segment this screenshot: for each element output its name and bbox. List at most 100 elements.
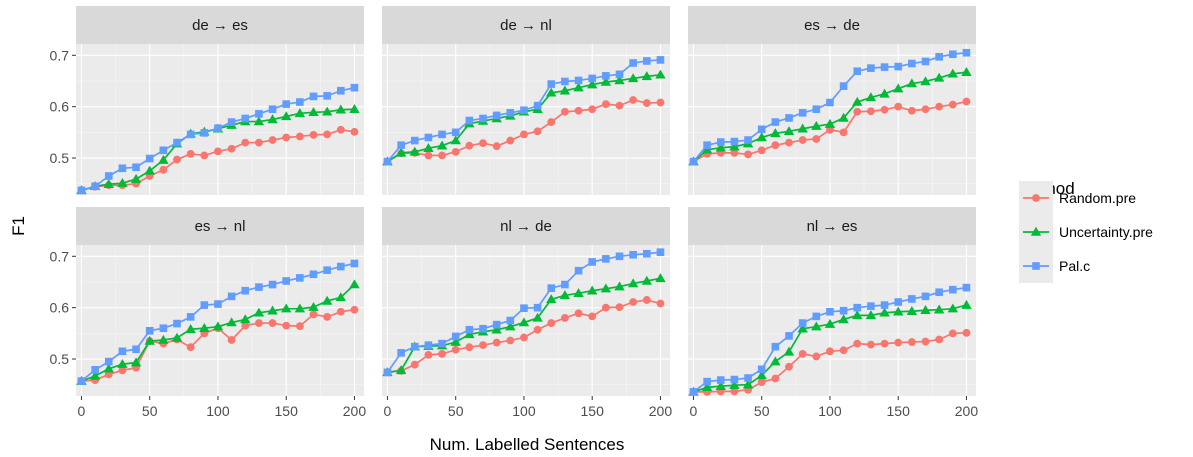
data-point bbox=[226, 317, 237, 327]
x-tick-label: 200 bbox=[649, 403, 673, 419]
data-point bbox=[573, 288, 584, 298]
data-point bbox=[839, 128, 848, 137]
data-point bbox=[214, 300, 222, 308]
data-point bbox=[908, 295, 916, 303]
data-point bbox=[729, 141, 740, 151]
data-point bbox=[948, 50, 957, 59]
data-point bbox=[783, 126, 795, 136]
data-point bbox=[756, 370, 767, 380]
data-point bbox=[730, 387, 739, 396]
data-point bbox=[518, 317, 530, 327]
data-point bbox=[614, 75, 625, 85]
data-point bbox=[547, 284, 556, 292]
data-point bbox=[573, 82, 584, 92]
data-point bbox=[241, 114, 250, 123]
plot-background bbox=[76, 44, 364, 195]
legend-marker bbox=[1030, 226, 1042, 236]
data-point bbox=[588, 74, 596, 83]
data-point bbox=[547, 80, 556, 88]
data-point bbox=[438, 349, 446, 358]
data-point bbox=[783, 346, 795, 356]
series bbox=[688, 299, 972, 396]
data-point bbox=[756, 132, 767, 142]
data-point bbox=[491, 324, 502, 334]
data-point bbox=[186, 150, 195, 158]
data-point bbox=[656, 98, 665, 107]
data-point bbox=[655, 69, 666, 79]
facet-panel: nl → es bbox=[688, 207, 976, 396]
data-point bbox=[656, 248, 665, 256]
data-point bbox=[410, 136, 419, 145]
data-point bbox=[921, 105, 930, 114]
data-point bbox=[826, 347, 834, 356]
data-point bbox=[641, 71, 652, 81]
data-point bbox=[701, 382, 713, 392]
data-point bbox=[200, 301, 209, 309]
data-point bbox=[450, 135, 461, 145]
data-point bbox=[811, 321, 822, 331]
data-point bbox=[118, 347, 127, 356]
data-point bbox=[948, 100, 957, 109]
data-point bbox=[614, 281, 625, 291]
data-point bbox=[629, 298, 638, 306]
data-point bbox=[533, 101, 542, 110]
data-point bbox=[947, 68, 958, 78]
data-point bbox=[771, 141, 780, 150]
data-point bbox=[350, 83, 359, 92]
facet-strip bbox=[76, 207, 364, 245]
data-point bbox=[921, 57, 930, 66]
data-point bbox=[506, 316, 515, 325]
data-point bbox=[103, 363, 114, 373]
data-point bbox=[158, 154, 169, 164]
data-point bbox=[410, 360, 419, 369]
data-point bbox=[853, 339, 862, 348]
data-point bbox=[520, 130, 528, 139]
data-point bbox=[798, 136, 807, 144]
data-point bbox=[173, 319, 181, 328]
data-point bbox=[547, 118, 556, 126]
data-point bbox=[321, 106, 333, 116]
data-point bbox=[879, 307, 890, 317]
legend-item: Uncertainty.pre bbox=[1019, 215, 1153, 249]
x-tick-label: 50 bbox=[754, 403, 770, 419]
data-point bbox=[629, 250, 637, 259]
data-point bbox=[294, 303, 306, 313]
data-point bbox=[812, 105, 821, 114]
facet-strip bbox=[688, 6, 976, 44]
data-point bbox=[839, 346, 848, 355]
data-point bbox=[451, 332, 460, 341]
data-point bbox=[104, 357, 113, 366]
data-point bbox=[853, 303, 862, 312]
x-tick-label: 0 bbox=[78, 403, 86, 419]
data-point bbox=[908, 59, 916, 68]
data-point bbox=[798, 109, 807, 117]
data-point bbox=[757, 125, 766, 134]
data-point bbox=[627, 73, 639, 83]
data-point bbox=[785, 138, 793, 147]
data-point bbox=[492, 338, 501, 347]
data-point bbox=[797, 323, 808, 333]
data-point bbox=[757, 146, 766, 155]
data-point bbox=[479, 324, 487, 333]
data-point bbox=[186, 343, 195, 352]
data-point bbox=[826, 98, 834, 107]
data-point bbox=[159, 324, 168, 333]
data-point bbox=[282, 133, 291, 142]
data-point bbox=[492, 320, 501, 329]
data-point bbox=[627, 278, 639, 288]
data-point bbox=[641, 275, 652, 285]
data-point bbox=[824, 118, 836, 128]
data-point bbox=[465, 116, 474, 125]
data-point bbox=[185, 324, 196, 333]
data-point bbox=[323, 130, 332, 139]
data-point bbox=[465, 343, 474, 352]
data-point bbox=[642, 99, 651, 107]
data-point bbox=[492, 142, 501, 151]
data-point bbox=[703, 377, 711, 386]
data-point bbox=[865, 92, 877, 102]
data-point bbox=[588, 258, 596, 266]
data-point bbox=[383, 368, 392, 377]
data-point bbox=[397, 349, 405, 357]
data-point bbox=[77, 377, 86, 385]
data-point bbox=[962, 48, 971, 57]
